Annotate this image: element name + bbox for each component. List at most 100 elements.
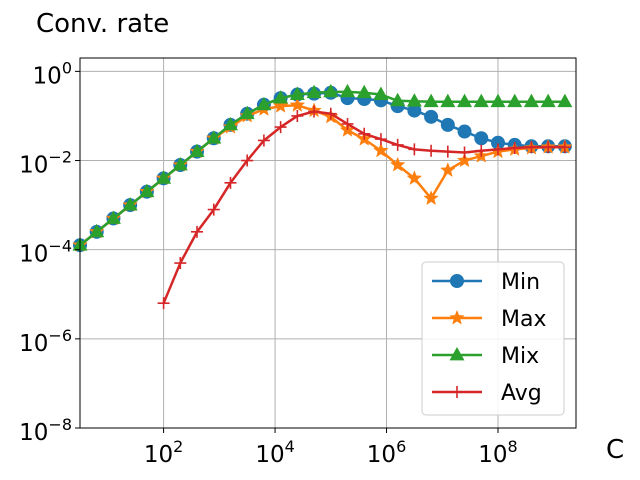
data-point-mix [323,83,339,98]
x-tick-exponent: 2 [173,437,183,456]
data-point-mix [156,170,172,184]
legend-label: Avg [501,381,542,406]
legend-entry-min: Min [432,270,540,295]
legend-entry-mix: Mix [432,344,539,369]
y-tick-label: 10−4 [19,237,72,268]
x-tick-exponent: 8 [508,437,518,456]
data-point-avg [341,117,354,130]
data-point-avg [308,105,321,118]
legend-entry-avg: Avg [432,381,542,406]
legend-box [421,261,565,416]
y-tick-base: 10 [19,242,48,268]
y-tick-exponent: −2 [48,148,72,167]
x-tick-label: 104 [255,437,294,468]
y-tick-base: 10 [19,420,48,446]
data-point-max [289,97,306,112]
data-point-avg [475,144,488,157]
data-point-avg [174,257,187,270]
legend-entry-max: Max [432,307,546,332]
data-point-mix [490,93,506,108]
data-point-max [272,97,289,113]
data-point-avg [558,141,571,154]
x-tick-exponent: 6 [396,437,406,456]
data-point-max [389,156,406,172]
data-point-mix [406,93,422,107]
x-tick-base: 10 [478,442,507,468]
data-point-avg [391,138,404,151]
data-point-avg [241,154,254,167]
data-point-mix [457,93,473,108]
data-point-mix [139,183,155,198]
data-point-mix [340,83,356,98]
data-point-avg [425,144,438,157]
y-tick-label: 10−6 [19,326,72,357]
data-point-max [373,142,389,158]
data-point-mix [390,92,406,107]
data-point-min [457,124,472,139]
data-point-max [423,190,439,206]
x-axis-label: C [606,435,624,465]
series-avg [157,105,571,310]
chart-title: Conv. rate [36,9,169,39]
x-tick-exponent: 4 [285,437,295,456]
data-point-avg [408,143,421,156]
legend-marker [450,274,464,288]
data-point-avg [191,225,204,238]
data-point-avg [491,143,504,156]
legend: Min Max Mix Avg [421,261,565,416]
data-point-max [406,170,423,185]
data-point-mix [356,84,372,99]
data-point-mix [256,96,272,111]
y-tick-exponent: −8 [48,415,72,434]
legend-label: Min [501,270,540,295]
data-point-mix [273,90,289,104]
data-point-min [440,117,455,132]
data-point-mix [373,86,389,100]
legend-marker [451,386,463,398]
y-tick-exponent: 0 [62,58,72,77]
x-tick-base: 10 [144,442,173,468]
y-tick-label: 10−2 [19,148,72,179]
data-point-mix [289,86,305,100]
x-tick-label: 108 [478,437,517,468]
data-point-avg [508,142,521,155]
data-point-avg [324,107,337,120]
data-point-mix [89,223,105,238]
x-tick-base: 10 [255,442,284,468]
data-point-avg [441,145,454,158]
plot-frame [79,57,577,429]
data-point-avg [207,203,220,216]
data-point-avg [157,297,170,310]
x-tick-label: 102 [144,437,183,468]
data-point-mix [423,93,439,108]
data-point-avg [274,121,287,134]
data-point-mix [189,143,205,158]
y-tick-label: 100 [33,58,72,89]
y-tick-base: 10 [33,63,62,89]
data-point-mix [440,93,456,108]
data-point-mix [507,93,523,108]
data-point-mix [540,93,556,108]
data-point-avg [257,134,270,147]
data-point-max [440,162,456,177]
data-point-min [424,109,439,124]
data-point-avg [525,141,538,154]
data-point-mix [557,93,573,108]
data-point-mix [523,93,539,108]
data-point-avg [291,109,304,122]
data-point-mix [473,93,489,108]
series-mix [72,83,573,251]
data-point-avg [542,141,555,154]
legend-marker [449,346,465,361]
data-point-mix [306,84,322,99]
legend-marker [449,309,465,325]
data-point-mix [206,130,222,144]
x-tick-base: 10 [367,442,396,468]
data-point-mix [239,105,255,120]
data-point-mix [105,210,121,224]
legend-label: Mix [501,344,539,369]
y-tick-exponent: −4 [48,237,72,256]
y-tick-base: 10 [19,153,48,179]
